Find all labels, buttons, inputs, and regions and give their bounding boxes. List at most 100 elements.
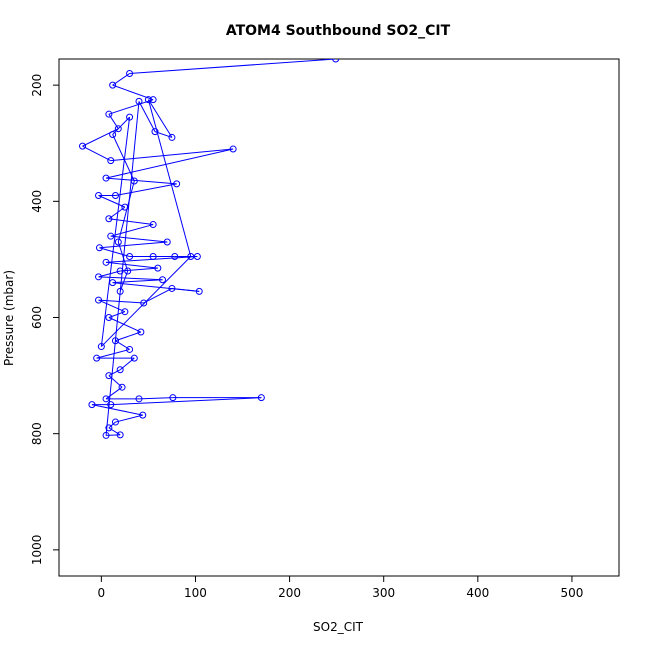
data-point — [173, 180, 181, 188]
data-point — [257, 394, 265, 402]
data-point — [135, 395, 143, 403]
data-point — [95, 192, 103, 200]
data-point — [163, 238, 171, 246]
data-point — [116, 431, 124, 439]
y-axis: 200 400 600 800 1000 — [30, 74, 59, 565]
data-point — [88, 401, 96, 409]
data-point — [159, 276, 167, 284]
plot-area — [79, 59, 340, 439]
series-line-segment — [108, 427, 121, 436]
series-line-segment — [119, 270, 129, 292]
data-point — [187, 253, 195, 261]
series-line-segment — [147, 99, 192, 257]
y-tick-label: 1000 — [30, 535, 44, 566]
series-line-segment — [112, 134, 135, 182]
series-line-segment — [115, 340, 130, 350]
data-point — [171, 253, 179, 261]
series-line-segment — [106, 177, 177, 185]
series-line-segment — [110, 397, 262, 406]
data-point — [95, 244, 103, 252]
data-point — [135, 97, 143, 105]
y-axis-label: Pressure (mbar) — [2, 270, 16, 366]
x-tick-label: 100 — [184, 586, 207, 600]
data-point — [97, 343, 105, 351]
data-point — [109, 279, 117, 287]
data-point — [139, 411, 147, 419]
data-point — [168, 284, 176, 292]
data-point — [79, 142, 87, 150]
series-line-segment — [99, 241, 168, 249]
y-tick-label: 600 — [30, 306, 44, 329]
series-line-segment — [112, 279, 163, 284]
x-tick-label: 200 — [278, 586, 301, 600]
series-line-segment — [96, 348, 130, 359]
x-tick-label: 300 — [372, 586, 395, 600]
data-point — [114, 125, 122, 133]
series-line-segment — [112, 116, 130, 135]
data-point — [168, 133, 176, 141]
series-line-segment — [138, 397, 173, 400]
data-point — [121, 203, 129, 211]
series-line-segment — [110, 224, 154, 237]
series-line-segment — [120, 267, 158, 272]
series-line-segment — [143, 288, 173, 304]
data-point — [95, 296, 103, 304]
series-line-segment — [106, 261, 158, 269]
data-point — [102, 174, 110, 182]
series-line-segment — [110, 235, 168, 243]
data-point — [107, 232, 115, 240]
series-line-segment — [110, 148, 234, 162]
series-line-segment — [147, 99, 173, 138]
data-point — [140, 299, 148, 307]
data-point — [151, 128, 159, 136]
series-line-segment — [99, 247, 130, 257]
data-point — [121, 308, 129, 316]
series-line-segment — [108, 317, 142, 333]
series-line-segment — [98, 276, 163, 281]
data-point — [124, 267, 132, 275]
series-line-segment — [108, 369, 121, 377]
data-point — [126, 113, 134, 121]
data-point — [93, 354, 101, 362]
data-point — [114, 238, 122, 246]
x-tick-label: 500 — [560, 586, 583, 600]
data-point — [144, 96, 152, 104]
data-point — [116, 287, 124, 295]
data-point — [137, 328, 145, 336]
data-point — [332, 59, 340, 63]
series-line-segment — [115, 183, 177, 197]
series-line-segment — [98, 299, 144, 304]
series-line-segment — [82, 145, 111, 162]
series-line-segment — [105, 148, 234, 179]
data-point — [105, 110, 113, 118]
data-point — [105, 424, 113, 432]
data-point — [111, 418, 119, 426]
data-point — [130, 354, 138, 362]
series-line-segment — [115, 414, 143, 423]
y-tick-label: 800 — [30, 422, 44, 445]
series-line-segment — [138, 101, 156, 132]
data-point — [229, 145, 237, 153]
data-point — [118, 383, 126, 391]
data-point — [116, 366, 124, 374]
series-line-segment — [129, 59, 336, 75]
data-point — [193, 253, 201, 261]
plot-frame — [58, 58, 620, 577]
x-tick-label: 0 — [98, 586, 106, 600]
data-point — [107, 157, 115, 165]
data-point — [149, 253, 157, 261]
data-point — [149, 221, 157, 229]
series-line-segment — [100, 117, 131, 347]
data-point — [109, 131, 117, 139]
data-point — [126, 345, 134, 353]
series-line-segment — [98, 299, 126, 313]
data-point — [105, 372, 113, 380]
series-line-segment — [105, 101, 140, 436]
series-line-segment — [108, 99, 154, 115]
y-tick-label: 400 — [30, 190, 44, 213]
data-point — [102, 395, 110, 403]
x-axis: 0 100 200 300 400 500 — [98, 576, 583, 600]
y-tick-label: 200 — [30, 74, 44, 97]
series-line-segment — [98, 195, 126, 208]
